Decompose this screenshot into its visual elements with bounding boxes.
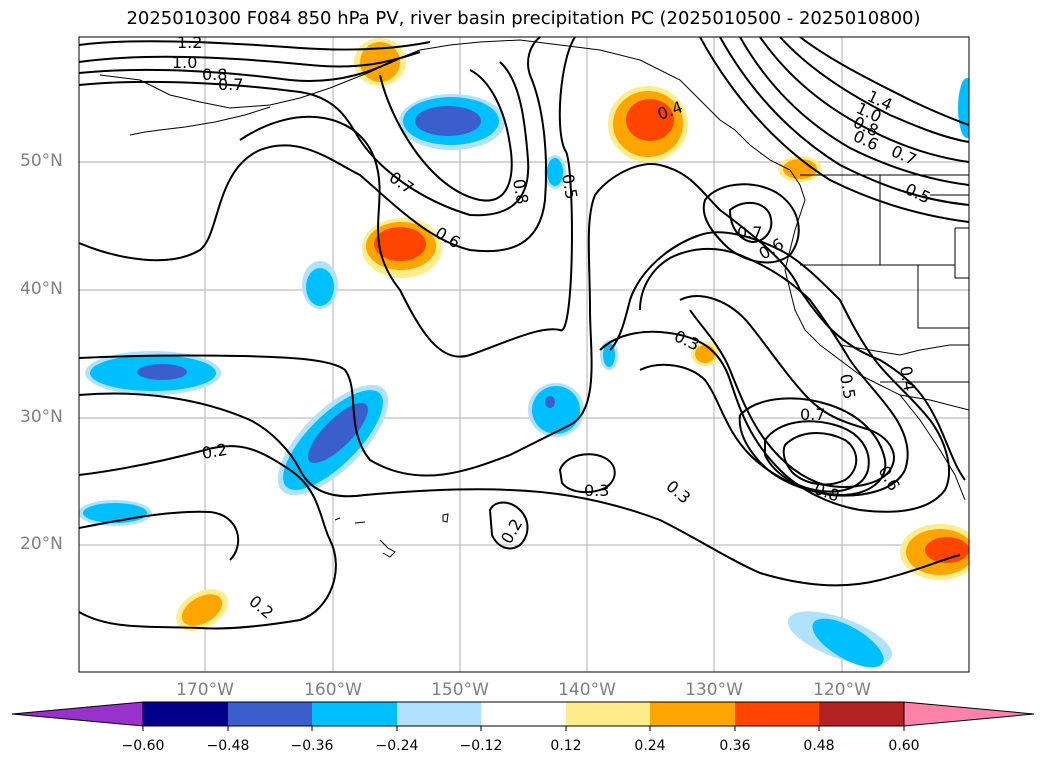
colorbar-segment [397,702,481,726]
contour-0-5-mid [239,37,576,358]
contour-label: 1.2 [177,33,202,52]
contour-label: 0.6 [875,463,904,495]
colorbar-tick-label: −0.24 [375,738,419,754]
contour-0-6-ne-b [739,37,969,186]
contour-0-7-ne [702,183,800,264]
colorbar-tick-label: 0.36 [719,738,751,754]
colorbar-low-extend [11,701,144,727]
contour-0-3-se [599,231,950,513]
contour-0-8-mid [379,69,513,202]
pv-contours [79,37,969,630]
colorbar-segment [650,702,735,726]
lat-label: 50°N [20,151,63,171]
colorbar-tick-label: 0.12 [550,738,582,754]
precip-positive-alaska-gulf [608,86,688,162]
colorbar-segment [312,702,397,726]
colorbar-segment [143,702,228,726]
colorbar-segment [481,702,566,726]
precip-negative-gulf [399,94,505,150]
colorbar-tick-label: 0.48 [803,738,835,754]
contour-label: 0.7 [218,75,243,94]
contour-0-6-ne [728,201,773,244]
contour-0-7-nw [79,61,530,217]
colorbar-tick-label: 0.60 [888,738,920,754]
lat-label: 30°N [20,407,63,427]
lon-label: 170°W [176,680,234,700]
contour-1-0 [79,51,421,68]
contour-0-6-se [738,397,887,497]
contour-label: 0.5 [836,372,859,400]
lat-label: 40°N [20,279,63,299]
lat-label: 20°N [20,534,63,554]
contour-0-2-west [79,510,240,561]
contour-label: 0.2 [245,592,277,623]
contour-0-2-south [79,445,337,630]
map-title: 2025010300 F084 850 hPa PV, river basin … [126,8,921,29]
contour-0-4-mid [79,163,966,481]
colorbar-segment [819,702,904,726]
grid-lines [79,37,969,672]
precip-positive-midpacific [362,218,442,278]
contour-0-8-se [782,432,858,486]
contour-label: 0.3 [584,481,609,500]
contour-0-3-small [558,453,616,494]
contour-0-5-se [679,295,895,488]
precip-negative-west [85,351,221,395]
contour-0-5-ne [699,37,969,223]
contour-label: 0.7 [800,405,825,424]
colorbar [11,701,1035,731]
precip-negative-small-b [528,383,584,437]
colorbar-tick-label: −0.60 [121,738,165,754]
contour-1-4-ne [799,37,969,126]
contour-label: 1.0 [172,53,197,72]
contour-0-7-se [764,420,870,493]
contour-label: 0.2 [200,440,228,463]
contour-label: 0.8 [509,177,532,205]
contour-0-4-se [639,247,909,497]
precip-negative-se [787,611,893,668]
contour-0-2-small [488,501,529,550]
colorbar-high-extend [903,701,1035,727]
contour-0-6-mid [79,37,548,262]
contour-label: 0.3 [662,477,694,508]
contour-label: 0.4 [896,364,919,392]
lon-label: 160°W [304,680,362,700]
colorbar-tick-label: 0.24 [634,738,666,754]
contour-label: 0.5 [558,172,581,200]
lon-label: 150°W [431,680,489,700]
contour-0-8-ne [759,37,969,163]
contour-label: 0.7 [888,141,919,169]
precip-shading [79,38,969,668]
precip-negative-small-a [302,261,338,309]
contour-label: 0.7 [737,223,762,242]
precip-positive-small [691,342,719,366]
colorbar-segment [566,702,650,726]
precip-positive-mexico [900,524,969,580]
map-frame [78,36,970,673]
contour-0-8-nw [79,57,401,82]
contour-0-3-mid [79,392,961,587]
colorbar-tick-label: −0.12 [459,738,503,754]
contour-1-2 [79,40,431,51]
contour-1-0-ne [779,37,969,143]
contour-labels: 1.2 1.0 0.8 0.7 0.7 0.6 0.8 0.5 0.4 0.7 … [172,33,933,622]
lon-label: 120°W [813,680,871,700]
contour-label: 0.5 [902,179,933,207]
precip-negative-small-c [544,155,566,189]
colorbar-tick-label: −0.36 [290,738,334,754]
colorbar-tick-label: −0.48 [206,738,250,754]
precip-negative-diagonal [277,384,389,496]
precip-positive-south [176,589,228,631]
colorbar-segment [228,702,312,726]
lon-label: 130°W [685,680,743,700]
lon-label: 140°W [558,680,616,700]
colorbar-segment [735,702,819,726]
contour-label: 0.8 [202,65,227,84]
precip-negative-ne [958,78,969,138]
contour-0-7-ne-b [719,37,969,206]
